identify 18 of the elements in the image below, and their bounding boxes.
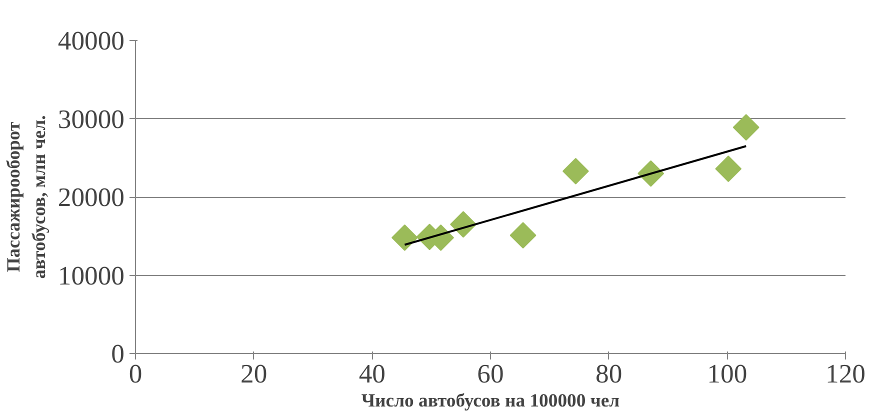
x-tick-label: 120 [826, 358, 866, 388]
point [391, 224, 418, 251]
point [732, 114, 760, 141]
x-tick-label: 100 [707, 358, 748, 388]
x-tick-label: 80 [596, 358, 622, 388]
point [562, 158, 589, 184]
point [510, 222, 536, 249]
x-tick-label: 60 [477, 358, 504, 388]
y-tick-label: 10000 [58, 260, 124, 290]
y-tick-label: 20000 [58, 182, 124, 212]
x-tick-label: 40 [358, 358, 386, 388]
y-tick-label: 40000 [58, 26, 124, 56]
x-tick-label: 20 [240, 358, 268, 388]
y-tick-label: 30000 [58, 104, 124, 134]
y-axis-title: Пассажирооборот автобусов, млн чел. [4, 115, 50, 279]
point [715, 156, 742, 182]
y-tick-label: 0 [111, 338, 124, 368]
x-axis-title: Число автобусов на 100000 чел [361, 390, 620, 412]
